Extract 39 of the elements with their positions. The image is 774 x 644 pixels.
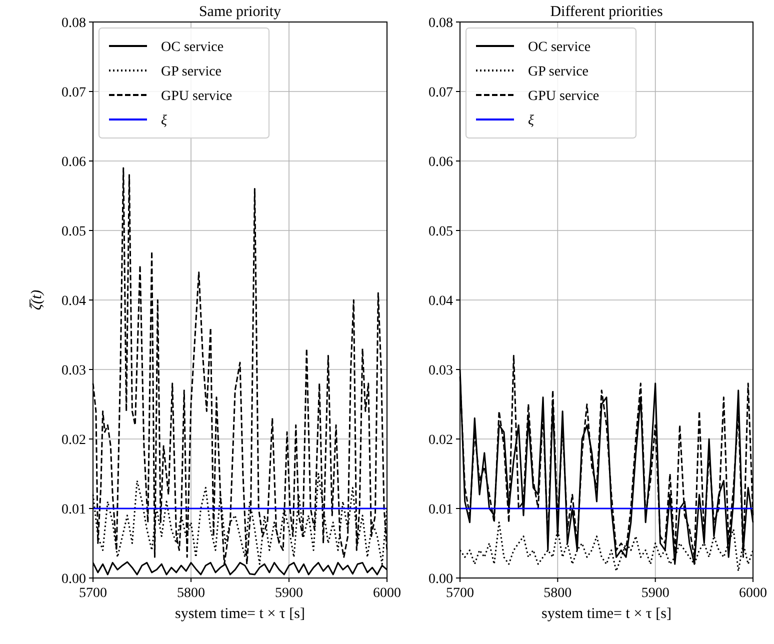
y-tick-label: 0.08 xyxy=(62,16,86,31)
y-tick-label: 0.00 xyxy=(62,572,86,587)
y-tick-label: 0.01 xyxy=(428,502,453,518)
y-tick-label: 0.07 xyxy=(428,86,453,100)
y-tick-label: 0.03 xyxy=(62,364,86,378)
y-tick-label: 0.00 xyxy=(428,572,453,587)
y-tick-label: 0.03 xyxy=(428,364,453,378)
y-tick-label: 0.04 xyxy=(428,294,453,309)
legend-label: GP service xyxy=(161,64,222,80)
legend-label: OC service xyxy=(528,40,591,55)
x-tick-label: 5800 xyxy=(177,586,205,601)
legend-label: ξ xyxy=(161,114,167,128)
x-tick-label: 5900 xyxy=(641,586,670,601)
y-tick-label: 0.05 xyxy=(428,224,453,240)
x-axis-title: system time= t × τ [s] xyxy=(174,606,306,622)
x-tick-label: 5900 xyxy=(275,586,303,601)
x-tick-label: 5700 xyxy=(446,586,474,601)
y-tick-label: 0.07 xyxy=(62,86,86,100)
legend-label: GPU service xyxy=(161,89,232,104)
x-tick-label: 6000 xyxy=(373,586,401,601)
legend-label: OC service xyxy=(161,40,224,55)
y-tick-label: 0.02 xyxy=(428,433,453,448)
x-tick-label: 5800 xyxy=(544,586,572,601)
chart-title: Same priority xyxy=(198,4,282,20)
y-tick-label: 0.08 xyxy=(428,16,453,31)
x-tick-label: 5700 xyxy=(79,586,107,601)
legend-label: GPU service xyxy=(528,89,600,104)
y-tick-label: 0.02 xyxy=(62,433,86,448)
y-tick-label: 0.01 xyxy=(62,502,86,518)
y-tick-label: 0.05 xyxy=(62,224,86,240)
y-axis-title: ζ̅(t) xyxy=(29,290,45,310)
legend-label: GP service xyxy=(528,64,589,80)
x-tick-label: 6000 xyxy=(739,586,767,601)
y-tick-label: 0.06 xyxy=(62,155,86,170)
x-axis-title: system time= t × τ [s] xyxy=(541,606,672,622)
legend-label: ξ xyxy=(528,114,534,128)
y-tick-label: 0.04 xyxy=(62,294,86,309)
y-tick-label: 0.06 xyxy=(428,155,453,170)
chart-title: Different priorities xyxy=(550,4,663,20)
